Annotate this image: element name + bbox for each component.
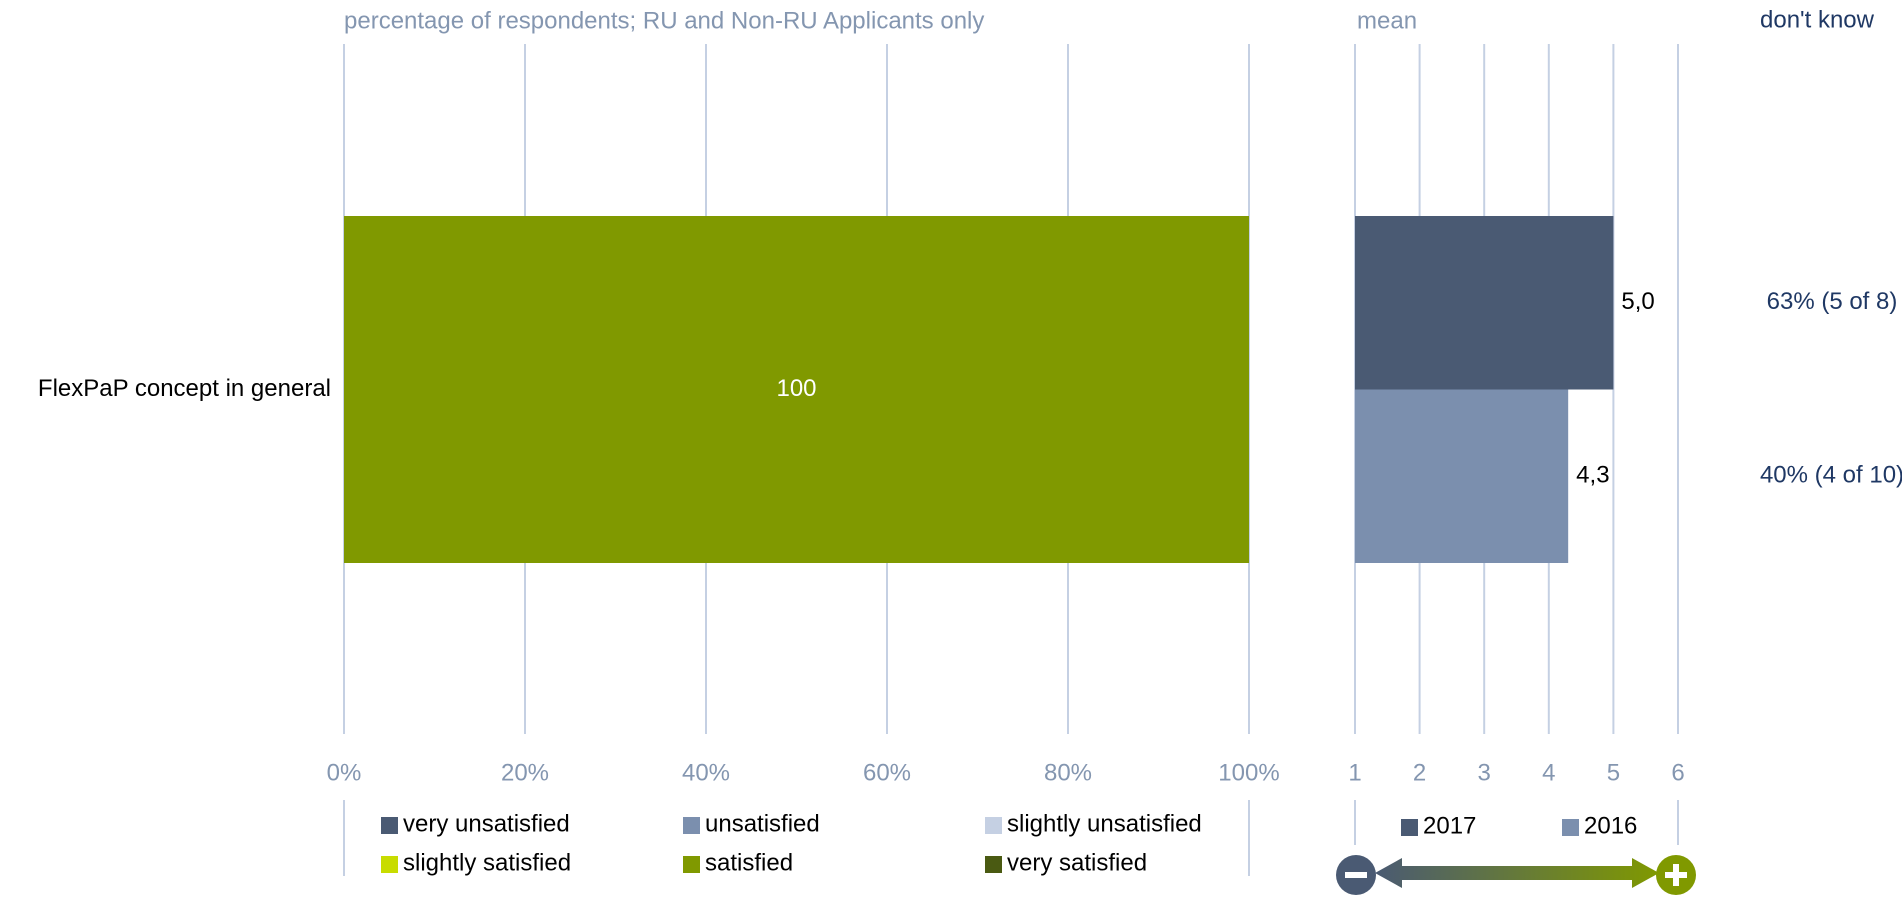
legend-swatch bbox=[1401, 819, 1418, 836]
x-tick-label: 5 bbox=[1607, 759, 1620, 786]
data-label: 100 bbox=[776, 375, 816, 402]
dont-know-label: 40% (4 of 10) bbox=[1760, 462, 1902, 489]
scale-arrow bbox=[1336, 855, 1696, 895]
legend-swatch bbox=[985, 856, 1002, 873]
legend-label: very unsatisfied bbox=[403, 810, 570, 837]
x-tick-label: 4 bbox=[1542, 759, 1555, 786]
chart-title: mean bbox=[1357, 7, 1417, 34]
legend-swatch bbox=[381, 817, 398, 834]
legend-swatch bbox=[381, 856, 398, 873]
bar-segment bbox=[344, 216, 1249, 563]
dont-know-label: 63% (5 of 8) bbox=[1767, 288, 1898, 315]
data-label: 4,3 bbox=[1576, 462, 1609, 489]
x-tick-label: 3 bbox=[1478, 759, 1491, 786]
category-label: FlexPaP concept in general bbox=[38, 375, 331, 402]
legend-label: 2016 bbox=[1584, 812, 1637, 839]
x-tick-label: 20% bbox=[501, 759, 549, 786]
legend-swatch bbox=[683, 817, 700, 834]
legend-swatch bbox=[683, 856, 700, 873]
x-tick-label: 40% bbox=[682, 759, 730, 786]
data-label: 5,0 bbox=[1621, 288, 1654, 315]
legend-label: slightly satisfied bbox=[403, 849, 571, 876]
legend-label: satisfied bbox=[705, 849, 793, 876]
x-tick-label: 100% bbox=[1218, 759, 1279, 786]
legend-label: unsatisfied bbox=[705, 810, 820, 837]
dont-know-title: don't know bbox=[1760, 6, 1875, 33]
x-tick-label: 6 bbox=[1671, 759, 1684, 786]
chart-title: percentage of respondents; RU and Non-RU… bbox=[344, 7, 984, 34]
bar bbox=[1355, 216, 1614, 390]
legend-label: very satisfied bbox=[1007, 849, 1147, 876]
legend-label: 2017 bbox=[1423, 812, 1476, 839]
legend-swatch bbox=[985, 817, 1002, 834]
bar bbox=[1355, 389, 1569, 563]
legend-label: slightly unsatisfied bbox=[1007, 810, 1202, 837]
x-tick-label: 0% bbox=[327, 759, 362, 786]
legend-swatch bbox=[1562, 819, 1579, 836]
x-tick-label: 60% bbox=[863, 759, 911, 786]
x-tick-label: 80% bbox=[1044, 759, 1092, 786]
x-tick-label: 1 bbox=[1348, 759, 1361, 786]
x-tick-label: 2 bbox=[1413, 759, 1426, 786]
legend-dividers bbox=[343, 800, 1679, 876]
